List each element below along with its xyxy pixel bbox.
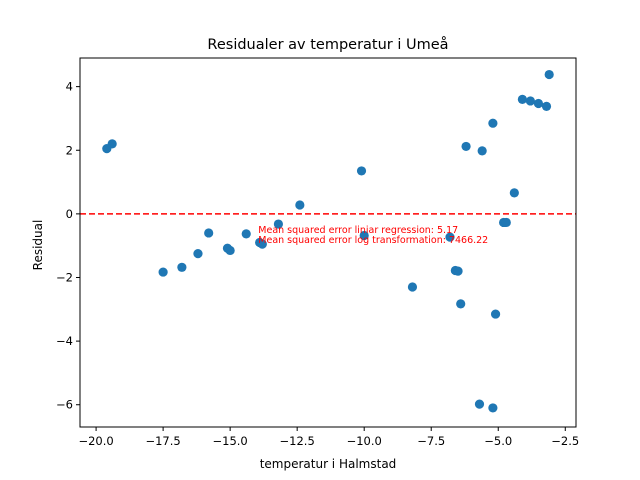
data-point-2	[158, 267, 168, 277]
annotation-0: Mean squared error liniar regression: 5.…	[258, 225, 458, 236]
x-tick-label-7: −2.5	[551, 434, 579, 448]
x-tick-label-3: −12.5	[280, 434, 315, 448]
data-point-10	[257, 239, 267, 249]
data-point-15	[407, 282, 418, 292]
x-tick-label-6: −5.0	[484, 434, 512, 448]
data-point-12	[295, 200, 305, 210]
data-point-25	[490, 309, 501, 319]
data-point-30	[525, 96, 536, 106]
x-tick-label-4: −10.0	[347, 434, 382, 448]
data-point-31	[533, 98, 544, 109]
data-point-5	[204, 228, 214, 238]
data-point-7	[225, 245, 235, 256]
data-point-13	[356, 166, 367, 176]
data-point-1	[107, 139, 117, 149]
data-point-4	[193, 249, 203, 259]
data-point-24	[488, 403, 498, 413]
data-point-18	[453, 266, 463, 276]
y-tick-label-2: −2	[56, 270, 73, 284]
data-point-11	[273, 219, 283, 229]
y-tick-label-5: 4	[66, 80, 73, 94]
y-tick-label-1: −4	[56, 334, 73, 348]
y-tick-label-0: −6	[56, 398, 73, 412]
x-axis-label: temperatur i Halmstad	[260, 457, 397, 471]
data-point-28	[509, 188, 519, 198]
axes-layer: −20.0 −17.5 −15.0 −12.5 −10.0 −7.5 −5.0 −2.5 −6 −…	[56, 57, 579, 448]
annotation-1: Mean squared error log transformation: 7…	[258, 235, 488, 246]
y-axis-label: Residual	[31, 220, 45, 271]
data-point-19	[456, 299, 466, 309]
plot-frame	[79, 57, 577, 428]
data-point-16	[445, 232, 455, 242]
x-tick-label-0: −20.0	[78, 434, 113, 448]
data-point-22	[477, 146, 487, 156]
data-point-33	[544, 69, 554, 80]
data-point-20	[461, 141, 471, 152]
y-tick-label-4: 2	[66, 143, 73, 157]
points-layer	[102, 69, 554, 413]
data-point-27	[501, 217, 511, 228]
y-tick-label-3: 0	[66, 207, 73, 221]
annotation-layer: Mean squared error liniar regression: 5.…	[258, 225, 488, 246]
x-tick-label-2: −15.0	[213, 434, 248, 448]
data-point-3	[177, 262, 187, 272]
data-point-23	[488, 118, 498, 128]
data-point-29	[517, 94, 527, 104]
data-point-14	[359, 230, 369, 241]
data-point-8	[241, 229, 251, 239]
x-tick-label-1: −17.5	[145, 434, 180, 448]
data-point-32	[541, 101, 552, 111]
chart-title: Residualer av temperatur i Umeå	[207, 36, 448, 53]
x-tick-label-5: −7.5	[417, 434, 445, 448]
data-point-21	[474, 399, 485, 409]
